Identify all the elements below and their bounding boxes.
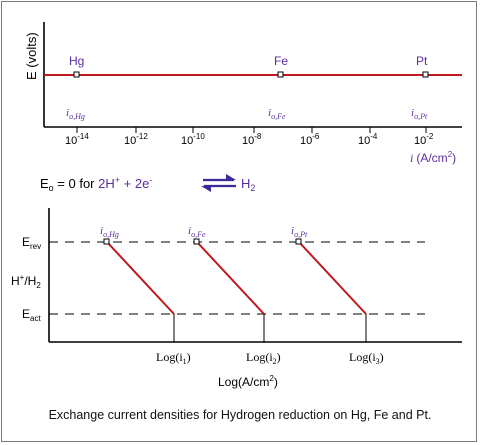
tick-label: 10-2 (414, 132, 434, 147)
equation-left: Eo = 0 for 2H+ + 2e- (40, 175, 152, 193)
io-marker-fe (193, 238, 200, 245)
equilibrium-arrows-icon (201, 174, 236, 192)
log-i2-label: Log(i2) (246, 350, 281, 366)
e-act-label: Eact (22, 307, 41, 323)
equation: Eo = 0 for 2H+ + 2e- H2 (40, 174, 255, 193)
bottom-plot: Erev H+/H2 Eact io,Hg io,Fe io,Pt Log(i1… (11, 208, 462, 389)
top-tick-marks (76, 127, 427, 133)
io-label-pt: io,Pt (411, 107, 428, 121)
bottom-x-label: Log(A/cm2) (218, 374, 278, 389)
tick-label: 10-10 (181, 132, 205, 147)
marker-fe (277, 71, 284, 78)
io-label-pt-bottom: io,Pt (291, 225, 308, 239)
tafel-line-hg (106, 241, 175, 315)
io-marker-hg (103, 238, 110, 245)
tafel-line-fe (196, 241, 265, 315)
io-label-hg-bottom: io,Hg (100, 225, 119, 239)
tick-label: 10-14 (65, 132, 89, 147)
figure-caption: Exchange current densities for Hydrogen … (48, 408, 432, 422)
io-marker-pt (295, 238, 302, 245)
tick-label: 10-4 (358, 132, 378, 147)
log-i1-label: Log(i1) (156, 350, 191, 366)
metal-label-fe: Fe (274, 54, 288, 68)
top-y-label: E (volts) (24, 32, 39, 80)
tick-label: 10-12 (124, 132, 148, 147)
hh-label: H+/H2 (11, 273, 41, 290)
tick-label: 10-8 (242, 132, 262, 147)
tafel-line-pt (298, 241, 367, 315)
metal-label-pt: Pt (416, 54, 428, 68)
log-i3-label: Log(i3) (349, 350, 384, 366)
top-tick-labels: 10-14 10-12 10-10 10-8 10-6 10-4 10-2 (65, 132, 434, 147)
marker-hg (73, 71, 80, 78)
top-plot: E (volts) 10-14 10-12 10-10 10-8 10-6 10… (24, 22, 462, 165)
equation-product: H2 (241, 176, 255, 193)
io-label-hg: io,Hg (66, 107, 85, 121)
top-x-label: i (A/cm2) (410, 150, 456, 165)
io-label-fe: io,Fe (268, 107, 286, 121)
io-label-fe-bottom: io,Fe (188, 225, 206, 239)
metal-label-hg: Hg (69, 54, 84, 68)
e-rev-label: Erev (22, 235, 41, 251)
tick-label: 10-6 (300, 132, 320, 147)
marker-pt (422, 71, 429, 78)
